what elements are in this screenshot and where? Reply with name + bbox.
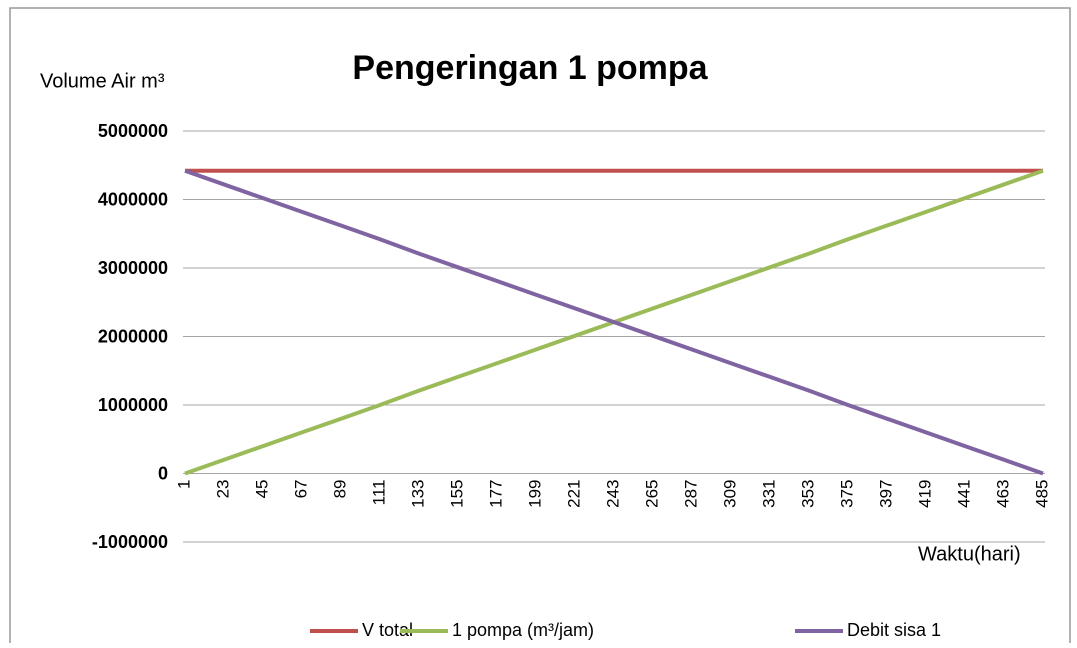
- x-tick-label: 419: [915, 480, 934, 508]
- x-tick-label: 133: [408, 480, 427, 508]
- legend-label: 1 pompa (m³/jam): [452, 620, 594, 640]
- y-tick-label: 3000000: [98, 258, 168, 278]
- legend-label: V total: [362, 620, 413, 640]
- x-tick-label: 45: [252, 480, 271, 499]
- chart-title: Pengeringan 1 pompa: [352, 49, 708, 87]
- x-tick-label: 287: [681, 480, 700, 508]
- x-tick-label: 155: [447, 480, 466, 508]
- y-tick-label: 2000000: [98, 326, 168, 346]
- series-line: [184, 168, 1044, 476]
- x-tick-label: 309: [720, 480, 739, 508]
- x-tick-label: 89: [330, 480, 349, 499]
- x-tick-label: 199: [525, 480, 544, 508]
- x-tick-label: 463: [993, 480, 1012, 508]
- x-tick-label: 397: [876, 480, 895, 508]
- x-tick-label: 441: [954, 480, 973, 508]
- x-tick-label: 265: [642, 480, 661, 508]
- x-tick-label: 177: [486, 480, 505, 508]
- y-tick-label: 1000000: [98, 395, 168, 415]
- x-tick-label: 1: [174, 480, 193, 489]
- x-tick-label: 111: [369, 480, 388, 506]
- x-tick-label: 23: [213, 480, 232, 499]
- x-tick-label: 331: [759, 480, 778, 508]
- x-tick-label: 485: [1032, 480, 1051, 508]
- y-tick-label: 5000000: [98, 121, 168, 141]
- x-tick-label: 67: [291, 480, 310, 499]
- chart-border: [9, 7, 1071, 648]
- legend-label: Debit sisa 1: [847, 620, 941, 640]
- y-tick-label: 4000000: [98, 189, 168, 209]
- x-tick-label: 243: [603, 480, 622, 508]
- x-tick-label: 221: [564, 480, 583, 508]
- y-tick-label: 0: [158, 463, 168, 483]
- x-tick-label: 353: [798, 480, 817, 508]
- x-tick-label: 375: [837, 480, 856, 508]
- y-tick-label: -1000000: [92, 532, 168, 552]
- x-axis-title: Waktu(hari): [918, 543, 1021, 565]
- y-axis-title: Volume Air m³: [40, 70, 165, 92]
